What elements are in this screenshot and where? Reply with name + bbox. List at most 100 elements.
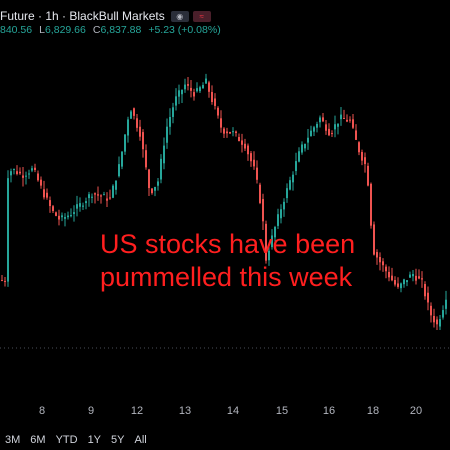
x-tick-label: 9 xyxy=(87,405,95,417)
candle-body xyxy=(148,169,150,189)
candle-body xyxy=(85,201,87,204)
candle-body xyxy=(421,278,423,280)
candle-body xyxy=(232,131,234,133)
x-tick-label: 8 xyxy=(38,405,46,417)
candle-body xyxy=(61,215,63,218)
candle-body xyxy=(214,98,216,106)
candle-body xyxy=(223,128,225,134)
candle-body xyxy=(196,88,198,92)
range-6m-button[interactable]: 6M xyxy=(30,434,46,446)
candle-body xyxy=(283,201,285,210)
candle-body xyxy=(34,167,36,171)
change-value: +5.23 (+0.08%) xyxy=(148,24,221,36)
candle-body xyxy=(205,78,207,84)
candle-body xyxy=(25,175,27,177)
candle-body xyxy=(418,276,420,279)
candle-body xyxy=(394,280,396,285)
candle-body xyxy=(106,198,108,201)
candle-body xyxy=(175,96,177,106)
candle-body xyxy=(256,167,258,180)
candle-body xyxy=(19,171,21,174)
range-3m-button[interactable]: 3M xyxy=(5,434,21,446)
range-5y-button[interactable]: 5Y xyxy=(111,434,125,446)
candle-body xyxy=(307,137,309,143)
candle-body xyxy=(337,123,339,127)
candle-body xyxy=(4,280,6,282)
candle-body xyxy=(385,266,387,272)
candle-body xyxy=(28,173,30,175)
time-axis[interactable]: 8 9 12 13 14 15 16 18 20 xyxy=(0,405,450,425)
candle-body xyxy=(310,130,312,137)
candle-body xyxy=(262,199,264,222)
candle-body xyxy=(142,132,144,150)
candle-body xyxy=(58,215,60,220)
candle-body xyxy=(433,315,435,323)
candle-body xyxy=(271,235,273,248)
candle-body xyxy=(70,215,72,217)
candle-body xyxy=(364,157,366,165)
candle-body xyxy=(406,280,408,283)
candle-body xyxy=(415,275,417,281)
candle-body xyxy=(238,137,240,142)
chart-header: Future · 1h · BlackBull Markets ◉ ≈ 840.… xyxy=(0,0,450,40)
range-all-button[interactable]: All xyxy=(134,434,147,446)
candle-body xyxy=(424,284,426,297)
candle-body xyxy=(268,250,270,261)
candle-body xyxy=(391,275,393,281)
candle-body xyxy=(355,130,357,140)
candle-body xyxy=(349,119,351,121)
close-label: C xyxy=(92,24,101,36)
candle-body xyxy=(145,150,147,168)
candle-body xyxy=(76,204,78,209)
candle-body xyxy=(367,165,369,186)
candle-body xyxy=(298,151,300,162)
range-ytd-button[interactable]: YTD xyxy=(55,434,78,446)
candle-body xyxy=(7,178,9,282)
range-selector: 3M 6M YTD 1Y 5Y All xyxy=(0,434,147,450)
candle-body xyxy=(67,215,69,218)
candle-body xyxy=(427,292,429,303)
x-tick-label: 12 xyxy=(130,405,144,417)
symbol-title[interactable]: Future · 1h · BlackBull Markets xyxy=(0,9,165,23)
candle-body xyxy=(244,143,246,149)
range-1y-button[interactable]: 1Y xyxy=(87,434,102,446)
candle-body xyxy=(127,119,129,136)
candle-body xyxy=(208,82,210,92)
candle-body xyxy=(397,283,399,287)
x-tick-label: 16 xyxy=(322,405,336,417)
candle-body xyxy=(379,257,381,263)
candle-body xyxy=(250,153,252,162)
candle-body xyxy=(412,274,414,277)
candle-body xyxy=(358,142,360,153)
candle-body xyxy=(445,299,447,309)
annotation-line-1: US stocks have been xyxy=(100,229,356,259)
candle-body xyxy=(220,118,222,128)
candle-body xyxy=(334,124,336,130)
candle-body xyxy=(235,131,237,133)
candle-body xyxy=(31,168,33,171)
candle-body xyxy=(301,144,303,153)
candle-body xyxy=(286,188,288,199)
candle-body xyxy=(340,114,342,120)
candle-body xyxy=(172,107,174,117)
candle-body xyxy=(109,197,111,199)
candle-body xyxy=(331,133,333,135)
candle-body xyxy=(178,90,180,97)
candle-body xyxy=(253,159,255,167)
candle-body xyxy=(157,181,159,186)
x-tick-label: 20 xyxy=(409,405,423,417)
wave-icon[interactable]: ≈ xyxy=(192,10,211,22)
candle-body xyxy=(304,143,306,149)
symbol-title-row: Future · 1h · BlackBull Markets ◉ ≈ xyxy=(0,8,211,24)
candle-body xyxy=(55,212,57,216)
candle-body xyxy=(382,261,384,266)
candle-body xyxy=(325,124,327,131)
candle-body xyxy=(187,84,189,86)
candle-body xyxy=(373,224,375,255)
candle-body xyxy=(265,223,267,261)
candle-body xyxy=(343,118,345,120)
eye-icon[interactable]: ◉ xyxy=(170,10,189,22)
candle-body xyxy=(82,205,84,207)
